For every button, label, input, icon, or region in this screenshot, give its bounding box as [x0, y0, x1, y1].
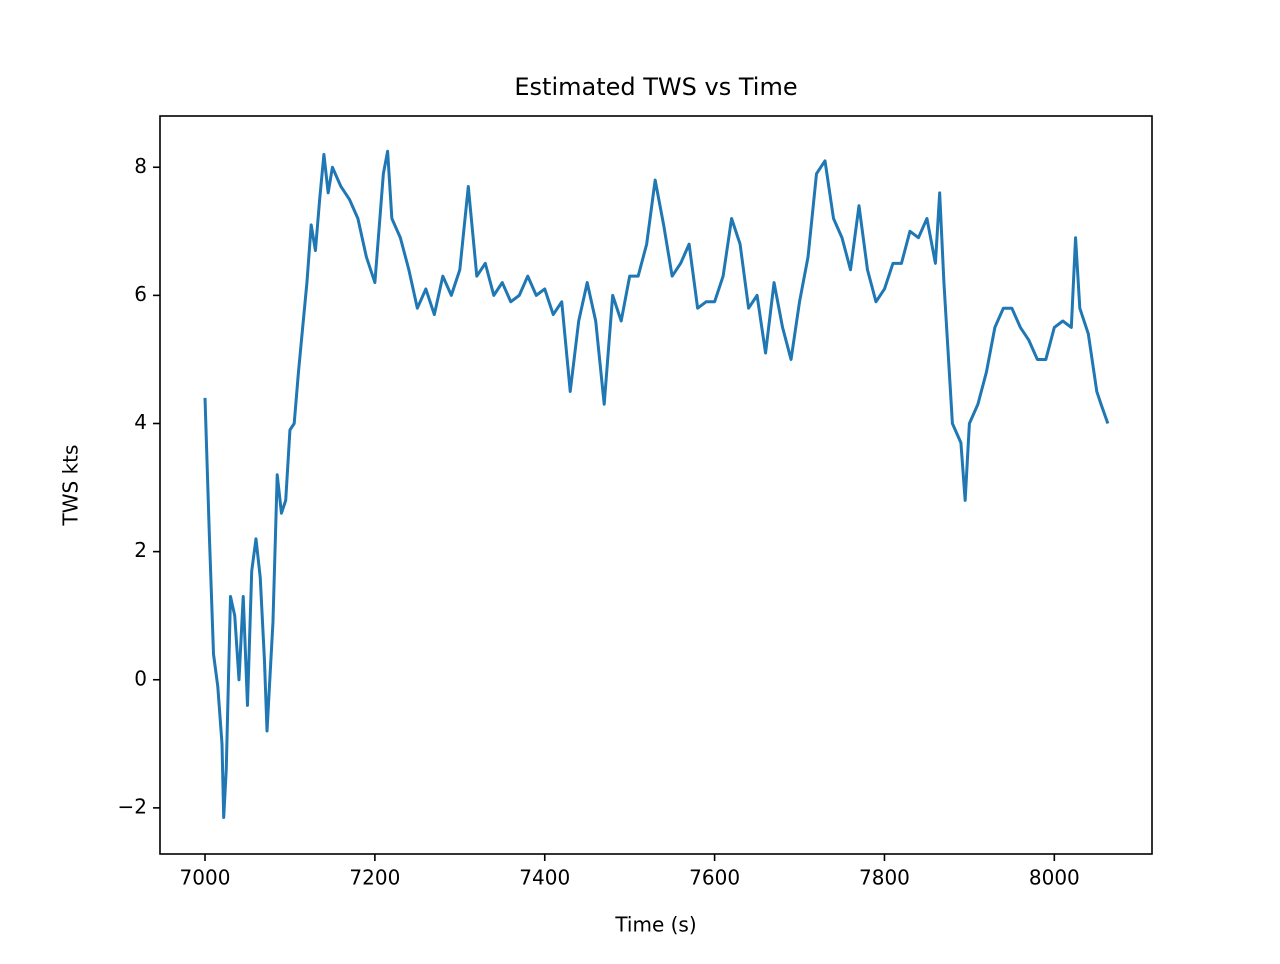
- y-axis-label: TWS kts: [59, 445, 83, 527]
- chart-title: Estimated TWS vs Time: [514, 73, 797, 101]
- y-tick-label: 4: [134, 410, 147, 434]
- y-tick-label: 0: [134, 666, 147, 690]
- x-axis-label: Time (s): [614, 913, 696, 937]
- x-tick-label: 7000: [180, 866, 231, 890]
- x-tick-label: 7800: [859, 866, 910, 890]
- y-tick-label: 8: [134, 154, 147, 178]
- y-tick-label: 2: [134, 538, 147, 562]
- x-tick-label: 8000: [1029, 866, 1080, 890]
- x-tick-label: 7600: [689, 866, 740, 890]
- data-line: [203, 149, 1110, 819]
- y-tick-label: 6: [134, 282, 147, 306]
- y-tick-label: −2: [118, 794, 147, 818]
- plot-frame: [159, 115, 1153, 855]
- x-tick-label: 7400: [519, 866, 570, 890]
- x-tick-label: 7200: [349, 866, 400, 890]
